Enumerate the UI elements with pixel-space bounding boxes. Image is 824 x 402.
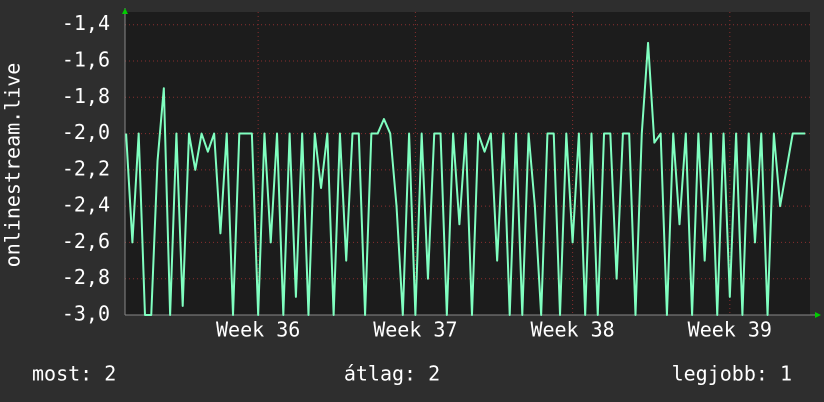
y-axis-label: onlinestream.live xyxy=(1,63,25,268)
y-tick-label: -3,0 xyxy=(62,302,110,326)
data-line xyxy=(125,41,806,316)
stat-current: most: 2 xyxy=(32,362,116,386)
y-tick-label: -2,6 xyxy=(62,229,110,253)
x-tick-label: Week 38 xyxy=(530,318,614,342)
stat-best: legjobb: 1 xyxy=(672,362,792,386)
stat-average: átlag: 2 xyxy=(344,362,440,386)
y-tick-label: -2,4 xyxy=(62,193,110,217)
x-tick-label: Week 39 xyxy=(688,318,772,342)
x-tick-label: Week 36 xyxy=(216,318,300,342)
y-tick-label: -1,4 xyxy=(62,11,110,35)
x-tick-label: Week 37 xyxy=(373,318,457,342)
y-tick-label: -1,6 xyxy=(62,47,110,71)
y-arrow xyxy=(122,8,128,14)
x-arrow xyxy=(815,312,821,318)
y-tick-label: -1,8 xyxy=(62,84,110,108)
y-tick-label: -2,2 xyxy=(62,156,110,180)
y-tick-label: -2,0 xyxy=(62,120,110,144)
y-tick-label: -2,8 xyxy=(62,265,110,289)
grid xyxy=(125,12,810,316)
